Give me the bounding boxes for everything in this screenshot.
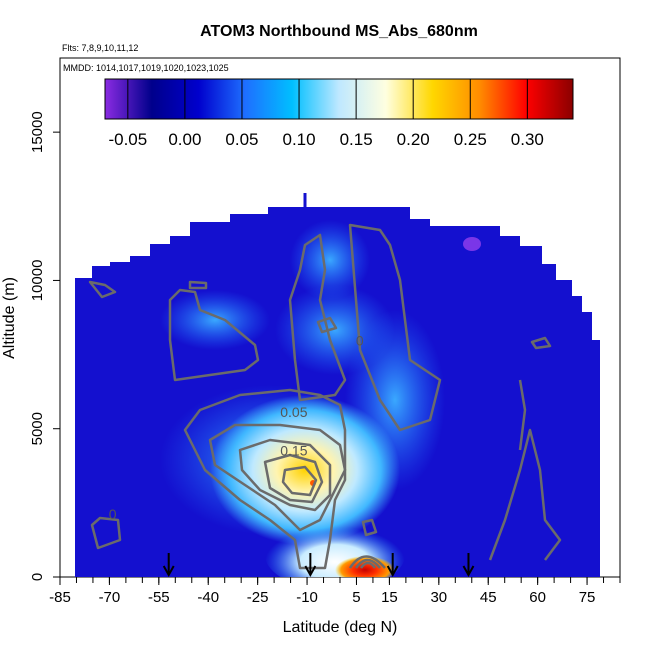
profile-arrow bbox=[386, 553, 399, 578]
colorbar-tick-label: 0.30 bbox=[511, 130, 544, 149]
colorbar-bar bbox=[104, 78, 574, 120]
light-patch-1 bbox=[160, 290, 270, 350]
colorbar: -0.05 0.00 0.05 0.10 0.15 0.20 0.25 0.30 bbox=[104, 78, 574, 149]
contour-left-top bbox=[88, 280, 117, 299]
profile-arrow bbox=[462, 553, 475, 578]
contour-label: 0.05 bbox=[280, 404, 307, 420]
x-tick-label: 60 bbox=[529, 589, 546, 606]
x-tick-label: 45 bbox=[480, 589, 497, 606]
profile-arrow bbox=[162, 553, 175, 578]
profile-arrows bbox=[162, 553, 475, 578]
y-tick-label: 5000 bbox=[29, 412, 46, 445]
y-axis: 0 5000 10000 15000 bbox=[29, 111, 60, 581]
contour-small-3 bbox=[361, 518, 378, 537]
contour-left-upper bbox=[168, 288, 260, 382]
x-tick-label: -55 bbox=[148, 589, 170, 606]
x-tick-label: 15 bbox=[381, 589, 398, 606]
x-tick-label: -10 bbox=[296, 589, 318, 606]
x-tick-label: -40 bbox=[197, 589, 219, 606]
heatmap-field bbox=[75, 193, 600, 577]
contour-label: 0 bbox=[356, 333, 364, 349]
contour-010 bbox=[238, 438, 332, 512]
contour-label: 0.15 bbox=[280, 442, 307, 458]
flights-label: Flts: 7,8,9,10,11,12 bbox=[62, 43, 138, 53]
x-tick-label: 30 bbox=[430, 589, 447, 606]
y-tick-label: 10000 bbox=[29, 260, 46, 302]
colorbar-tick-label: 0.10 bbox=[283, 130, 316, 149]
y-tick-label: 15000 bbox=[29, 111, 46, 153]
contour-small-4 bbox=[530, 336, 552, 350]
colorbar-tick-label: 0.05 bbox=[225, 130, 258, 149]
colorbar-tick-label: 0.15 bbox=[340, 130, 373, 149]
x-tick-label: 75 bbox=[579, 589, 596, 606]
contour-015 bbox=[263, 453, 324, 504]
contour-label: 0 bbox=[109, 506, 117, 522]
colorbar-tick-label: 0.00 bbox=[168, 130, 201, 149]
plume-region bbox=[210, 395, 400, 545]
y-tick-label: 0 bbox=[29, 573, 46, 581]
x-axis: -85 -70 -55 -40 -25 -10 5 15 30 45 60 75 bbox=[49, 577, 621, 606]
x-tick-label: -85 bbox=[49, 589, 71, 606]
contour-right-mid bbox=[518, 379, 527, 451]
contour-surface-1 bbox=[348, 555, 386, 569]
y-axis-label: Altitude (m) bbox=[1, 277, 18, 359]
contour-right-lower bbox=[488, 428, 562, 561]
chart-title: ATOM3 Northbound MS_Abs_680nm bbox=[200, 23, 478, 40]
x-axis-label: Latitude (deg N) bbox=[283, 619, 398, 636]
contour-020 bbox=[281, 465, 318, 497]
contour-small-1 bbox=[316, 316, 338, 334]
colorbar-ticks: -0.05 0.00 0.05 0.10 0.15 0.20 0.25 0.30 bbox=[108, 79, 544, 149]
contour-small-2 bbox=[188, 280, 208, 290]
contour-surface-3 bbox=[359, 561, 377, 569]
contour-right-upper bbox=[348, 223, 442, 432]
x-tick-label: -25 bbox=[247, 589, 269, 606]
colorbar-tick-label: -0.05 bbox=[108, 130, 147, 149]
contour-0 bbox=[183, 388, 347, 570]
contour-lines bbox=[88, 223, 562, 570]
dates-label: MMDD: 1014,1017,1019,1020,1023,1025 bbox=[63, 63, 229, 73]
surface-region bbox=[265, 520, 405, 577]
profile-arrow bbox=[304, 553, 317, 578]
purple-blob bbox=[463, 237, 481, 251]
x-tick-label: -70 bbox=[99, 589, 121, 606]
x-tick-label: 5 bbox=[352, 589, 360, 606]
contour-005 bbox=[208, 423, 347, 532]
colorbar-tick-label: 0.20 bbox=[397, 130, 430, 149]
contour-labels: 0.05 0.15 0 0 bbox=[109, 333, 364, 522]
colorbar-tick-label: 0.25 bbox=[454, 130, 487, 149]
contour-left-lower bbox=[90, 516, 122, 550]
contour-surface-2 bbox=[354, 558, 381, 569]
